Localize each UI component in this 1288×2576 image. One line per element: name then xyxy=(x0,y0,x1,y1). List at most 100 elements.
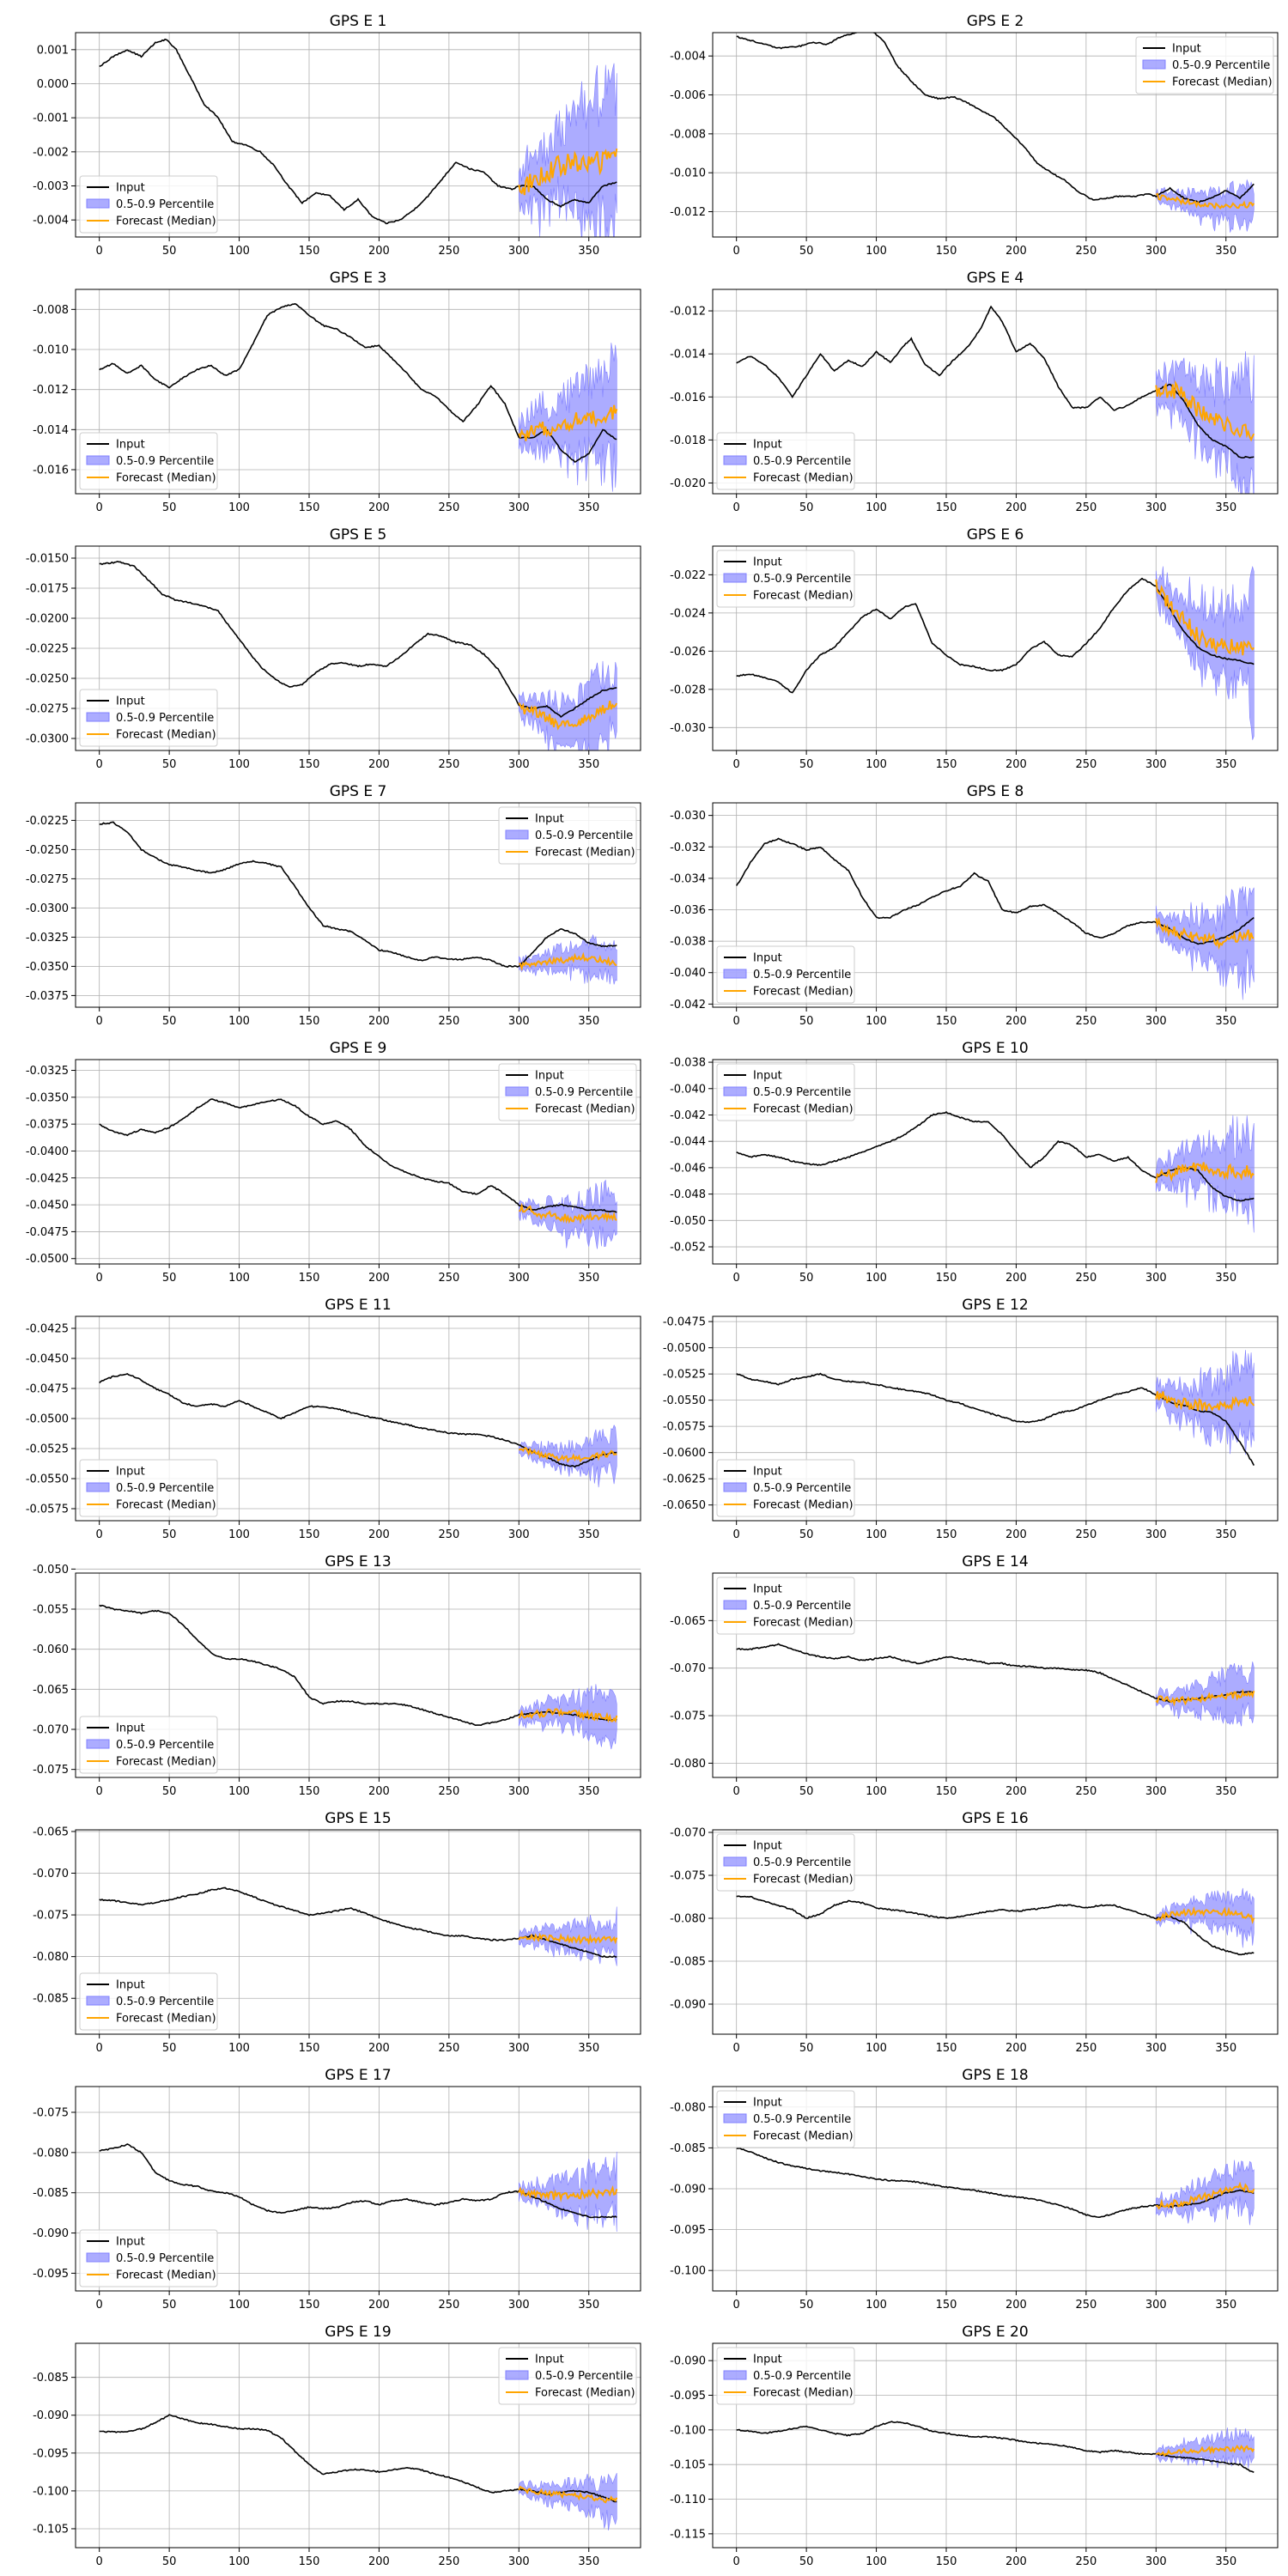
legend-median-label: Forecast (Median) xyxy=(535,847,635,860)
y-tick-label: -0.070 xyxy=(670,1662,706,1675)
median-forecast-line xyxy=(1155,1391,1255,1412)
x-tick-label: 100 xyxy=(866,2299,887,2312)
legend: Input 0.5-0.9 Percentile Forecast (Median) xyxy=(716,2347,855,2405)
x-tick-label: 350 xyxy=(578,1015,599,1028)
legend-band-swatch xyxy=(723,969,747,979)
y-tick-label: -0.090 xyxy=(33,2409,69,2422)
chart-title: GPS E 3 xyxy=(330,270,387,287)
y-tick-label: -0.0350 xyxy=(26,961,69,974)
y-tick-label: -0.032 xyxy=(670,841,706,854)
x-tick-label: 100 xyxy=(866,758,887,771)
x-tick-label: 250 xyxy=(438,2299,459,2312)
y-tick-label: -0.008 xyxy=(33,304,69,317)
y-tick-label: -0.065 xyxy=(33,1684,69,1697)
y-tick-label: -0.0450 xyxy=(26,1200,69,1212)
legend: Input 0.5-0.9 Percentile Forecast (Median) xyxy=(79,1972,218,2031)
x-tick-label: 250 xyxy=(1075,1272,1097,1285)
x-tick-label: 50 xyxy=(162,2299,177,2312)
y-tick-label: -0.001 xyxy=(33,112,69,125)
x-tick-label: 0 xyxy=(733,2555,740,2568)
axes-frame xyxy=(75,802,641,1008)
y-tick-label: -0.080 xyxy=(670,1758,706,1771)
x-tick-label: 200 xyxy=(368,1528,390,1541)
y-tick-label: -0.075 xyxy=(33,1910,69,1923)
legend-input-label: Input xyxy=(753,1070,782,1083)
legend-band-swatch xyxy=(723,573,747,583)
chart-panel-5: 0 50 100 150 200 250 300 350 -0.0300 -0.0275 -0.02… xyxy=(26,526,641,771)
y-tick-label: -0.080 xyxy=(670,2101,706,2114)
grid xyxy=(713,2343,1278,2548)
x-tick-label: 200 xyxy=(1005,1015,1027,1028)
x-tick-label: 100 xyxy=(866,1015,887,1028)
x-tick-label: 250 xyxy=(1075,501,1097,514)
y-tick-label: -0.0525 xyxy=(26,1443,69,1456)
x-tick-label: 250 xyxy=(438,1528,459,1541)
y-tick-label: -0.036 xyxy=(670,904,706,917)
legend-band-swatch xyxy=(723,1482,747,1492)
y-tick-label: -0.048 xyxy=(670,1188,706,1201)
chart-panel-11: 0 50 100 150 200 250 300 350 -0.0575 -0.0550 -0.05… xyxy=(26,1297,641,1541)
y-tick-label: -0.075 xyxy=(33,1764,69,1777)
legend-band-label: 0.5-0.9 Percentile xyxy=(753,1856,851,1869)
x-tick-label: 200 xyxy=(368,1272,390,1285)
y-tick-label: -0.010 xyxy=(33,344,69,357)
x-tick-label: 50 xyxy=(799,758,814,771)
x-tick-label: 0 xyxy=(733,245,740,258)
legend-band-swatch xyxy=(86,1739,110,1749)
y-tick-label: -0.085 xyxy=(670,2142,706,2155)
chart-title: GPS E 15 xyxy=(325,1810,391,1827)
x-tick-label: 100 xyxy=(866,1272,887,1285)
x-tick-label: 300 xyxy=(508,1015,530,1028)
legend-band-swatch xyxy=(86,1482,110,1492)
y-tick-label: -0.0250 xyxy=(26,673,69,686)
grid xyxy=(713,33,1278,237)
legend-input-label: Input xyxy=(116,1466,145,1479)
y-tick-label: -0.008 xyxy=(670,128,706,141)
chart-panel-18: 0 50 100 150 200 250 300 350 -0.100 -0.095 -0.090 -… xyxy=(670,2067,1279,2312)
y-tick-label: -0.0250 xyxy=(26,844,69,857)
input-line xyxy=(736,1643,1255,1703)
x-tick-label: 300 xyxy=(1145,1015,1167,1028)
x-tick-label: 250 xyxy=(1075,245,1097,258)
y-tick-label: -0.0475 xyxy=(26,1383,69,1396)
x-tick-label: 300 xyxy=(1145,1272,1167,1285)
median-forecast-line xyxy=(1156,1905,1255,1924)
legend-band-swatch xyxy=(505,829,529,840)
legend-input-label: Input xyxy=(535,813,564,826)
chart-title: GPS E 14 xyxy=(962,1553,1028,1571)
axes-frame xyxy=(712,2342,1279,2549)
x-tick-label: 0 xyxy=(96,1272,103,1285)
x-tick-label: 50 xyxy=(799,2299,814,2312)
legend: Input 0.5-0.9 Percentile Forecast (Median) xyxy=(716,550,855,608)
legend-median-label: Forecast (Median) xyxy=(116,1499,216,1512)
x-tick-label: 250 xyxy=(1075,1528,1097,1541)
y-tick-label: -0.0475 xyxy=(663,1316,706,1329)
y-tick-label: -0.0400 xyxy=(26,1145,69,1158)
y-tick-label: -0.0600 xyxy=(663,1447,706,1460)
legend-band-label: 0.5-0.9 Percentile xyxy=(753,969,851,981)
y-tick-label: -0.030 xyxy=(670,722,706,735)
legend: Input 0.5-0.9 Percentile Forecast (Median) xyxy=(498,1063,637,1121)
legend: Input 0.5-0.9 Percentile Forecast (Median) xyxy=(716,1833,855,1892)
x-tick-label: 0 xyxy=(733,758,740,771)
legend-median-label: Forecast (Median) xyxy=(753,2387,854,2400)
x-tick-label: 350 xyxy=(1215,245,1236,258)
chart-title: GPS E 4 xyxy=(967,270,1024,287)
y-tick-label: -0.065 xyxy=(33,1826,69,1838)
x-tick-label: 0 xyxy=(96,1785,103,1798)
x-tick-label: 150 xyxy=(936,758,957,771)
x-tick-label: 100 xyxy=(228,1272,250,1285)
x-tick-label: 50 xyxy=(799,1528,814,1541)
legend-median-label: Forecast (Median) xyxy=(116,2269,216,2282)
chart-title: GPS E 16 xyxy=(962,1810,1028,1827)
y-tick-label: -0.0300 xyxy=(26,733,69,746)
legend-band-swatch xyxy=(723,1600,747,1610)
y-tick-label: -0.012 xyxy=(670,306,706,319)
legend: Input 0.5-0.9 Percentile Forecast (Median) xyxy=(716,945,855,1004)
chart-title: GPS E 10 xyxy=(962,1040,1028,1057)
legend-median-label: Forecast (Median) xyxy=(753,590,854,603)
y-tick-label: -0.050 xyxy=(670,1215,706,1228)
legend-band-swatch xyxy=(86,198,110,209)
axes-frame xyxy=(712,1059,1279,1265)
legend-input-label: Input xyxy=(1172,43,1201,56)
